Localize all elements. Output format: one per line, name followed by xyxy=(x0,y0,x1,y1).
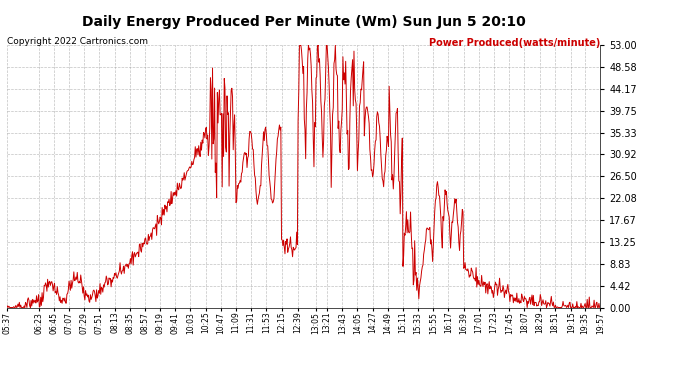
Text: Daily Energy Produced Per Minute (Wm) Sun Jun 5 20:10: Daily Energy Produced Per Minute (Wm) Su… xyxy=(81,15,526,29)
Text: Power Produced(watts/minute): Power Produced(watts/minute) xyxy=(429,38,600,48)
Text: Copyright 2022 Cartronics.com: Copyright 2022 Cartronics.com xyxy=(7,38,148,46)
